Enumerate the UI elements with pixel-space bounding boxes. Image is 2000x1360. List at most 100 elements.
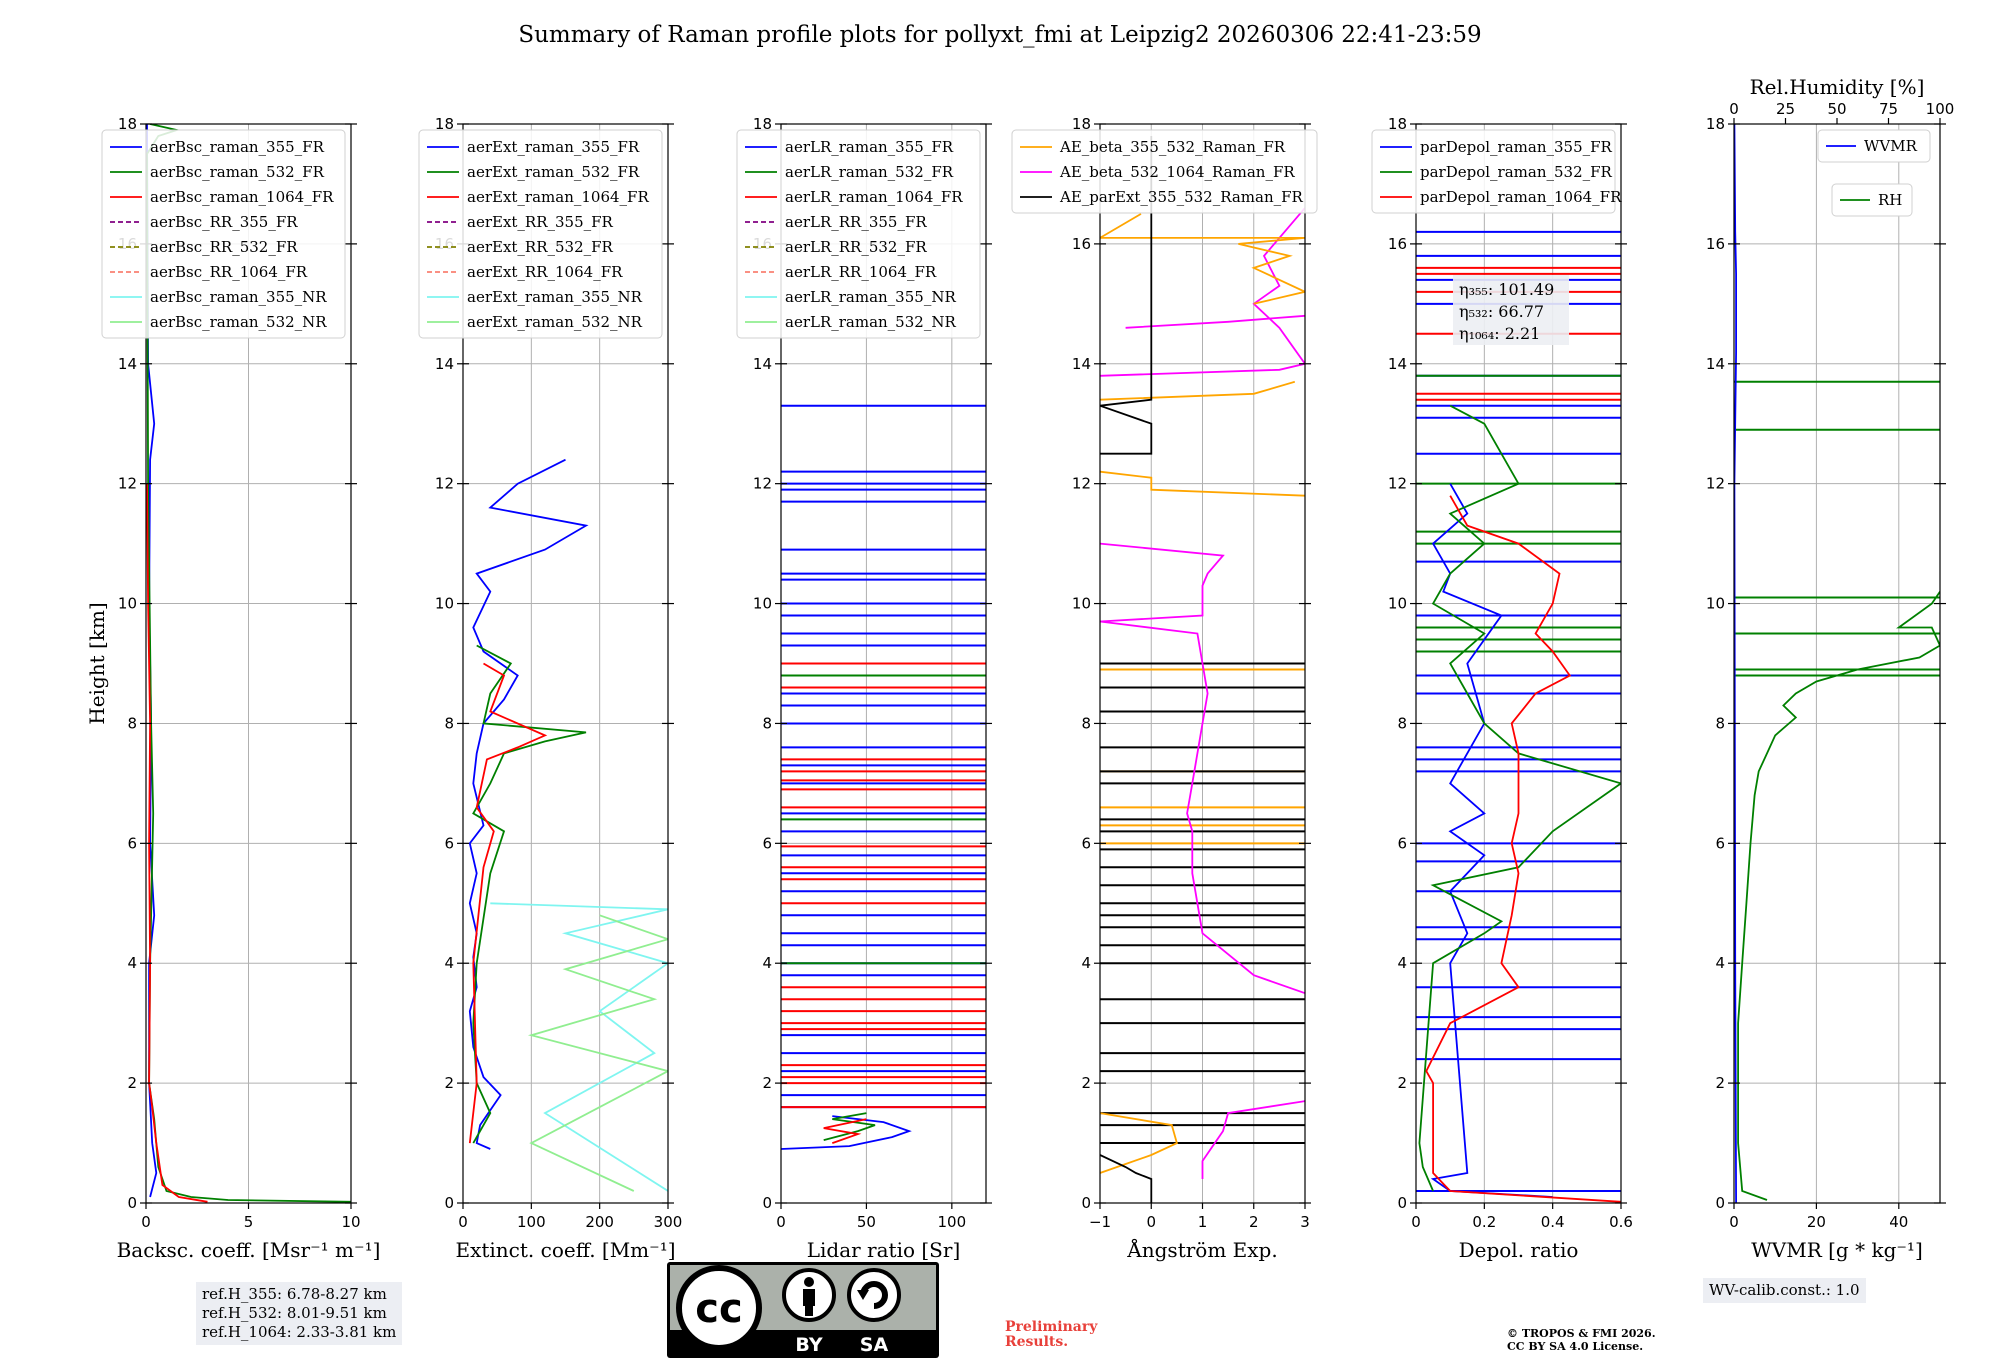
data-layer [1416,230,1621,1203]
x-tick-label: 0 [141,1213,151,1231]
badge-by-label: BY [795,1334,822,1356]
y-tick-label: 10 [1706,595,1725,613]
legend-entry: aerBsc_raman_1064_FR [150,188,334,206]
y-tick-label: 2 [762,1074,772,1092]
x-tick-label: 0 [1146,1213,1156,1231]
series-aerLR_raman_1064_FR [823,1118,867,1144]
legend-entry: parDepol_raman_1064_FR [1420,188,1622,206]
copyright-line-2: CC BY SA 4.0 License. [1507,1340,1644,1353]
legend-entry: aerExt_raman_1064_FR [467,188,649,206]
y-tick-label: 12 [753,475,772,493]
y-tick-label: 12 [118,475,137,493]
series-WVMR [1734,124,1737,1203]
y-tick-label: 0 [127,1194,137,1212]
y-tick-label: 14 [435,355,454,373]
panel-bsc: 0246810121416180510Backsc. coeff. [Msr⁻¹… [101,115,381,1262]
x2-axis-label: Rel.Humidity [%] [1750,75,1925,99]
legend-box [418,129,663,339]
series-AE_beta_532_1064_Raman_FR_c [1125,314,1305,329]
cc-by-sa-badge: cc BY SA [667,1262,939,1358]
x-tick-label: 0 [776,1213,786,1231]
legend-entry: aerExt_raman_355_FR [467,138,640,156]
y-tick-label: 8 [444,714,454,732]
x-tick-label: 0 [1411,1213,1421,1231]
series-aerExt_raman_1064_FR [468,662,548,1144]
y-tick-label: 2 [1397,1074,1407,1092]
preliminary-line-2: Results. [1005,1334,1069,1350]
series-aerExt_raman_355_NR [490,902,668,1192]
series-parDepol_raman_355_FR [1430,483,1553,1198]
data-layer [781,404,986,1150]
copyright-line-1: © TROPOS & FMI 2026. [1507,1327,1656,1340]
x-tick-label: 3 [1300,1213,1310,1231]
y-tick-label: 4 [762,954,772,972]
x2-tick-label: 100 [1926,100,1955,118]
x-tick-label: 0.2 [1472,1213,1496,1231]
y-tick-label: 6 [1397,834,1407,852]
y-tick-label: 14 [1388,355,1407,373]
x-tick-label: 10 [341,1213,360,1231]
series-AE_beta_355_532_Raman_FR_c [1100,213,1305,305]
panel-lr: 024681012141618050100Lidar ratio [Sr]aer… [736,115,992,1262]
x2-tick-label: 50 [1827,100,1846,118]
y-tick-label: 2 [1715,1074,1725,1092]
y-tick-label: 18 [435,115,454,133]
series-RH [1737,591,1940,1201]
y-tick-label: 4 [1715,954,1725,972]
legend-box [736,129,981,339]
x2-tick-label: 75 [1879,100,1898,118]
x-tick-label: 300 [654,1213,683,1231]
legend-entry: aerLR_raman_1064_FR [785,188,963,206]
preliminary-notice: Preliminary Results. [1005,1320,1097,1350]
legend-entry: aerLR_RR_532_FR [785,238,927,256]
legend-entry: aerExt_RR_532_FR [467,238,614,256]
y-tick-label: 14 [1706,355,1725,373]
series-AE_beta_532_1064_Raman_FR [1201,1100,1305,1179]
y-tick-label: 4 [1397,954,1407,972]
legend-entry: aerLR_raman_532_NR [785,313,956,331]
y-tick-label: 14 [753,355,772,373]
share-alike-icon [847,1268,901,1322]
legend-box [1371,129,1616,214]
y-tick-label: 10 [1388,595,1407,613]
y-tick-label: 0 [1715,1194,1725,1212]
legend-entry: aerExt_RR_355_FR [467,213,614,231]
y-tick-label: 18 [1706,115,1725,133]
y-tick-label: 6 [444,834,454,852]
y-tick-label: 8 [1715,714,1725,732]
y-tick-label: 6 [762,834,772,852]
x-tick-label: 0.6 [1609,1213,1633,1231]
y-tick-label: 2 [1081,1074,1091,1092]
panel-ext: 0246810121416180100200300Extinct. coeff.… [418,115,683,1262]
series-aerBsc_raman_1064_FR [146,483,208,1203]
y-tick-label: 0 [1081,1194,1091,1212]
x-axis-label: Backsc. coeff. [Msr⁻¹ m⁻¹] [117,1238,381,1262]
axes-frame [1733,123,1941,1204]
legend-entry: parDepol_raman_532_FR [1420,163,1613,181]
ref-height-1064: ref.H_1064: 2.33-3.81 km [202,1323,397,1341]
x-tick-label: 0 [458,1213,468,1231]
y-tick-label: 6 [127,834,137,852]
data-layer [468,458,668,1192]
x-tick-label: −1 [1089,1213,1111,1231]
x-axis-label: Ångström Exp. [1126,1237,1277,1262]
legend-entry: aerBsc_raman_355_NR [150,288,327,306]
eta-annotation: η₃₅₅: 101.49 η₅₃₂: 66.77 η₁₀₆₄: 2.21 [1453,275,1569,345]
x-axis-label: Depol. ratio [1459,1238,1579,1262]
legend-entry: aerLR_RR_1064_FR [785,263,937,281]
y-tick-label: 16 [1388,235,1407,253]
figure-title: Summary of Raman profile plots for polly… [518,22,1482,48]
legend-entry: aerBsc_raman_532_NR [150,313,327,331]
series-aerLR_raman_355_FR [781,1115,912,1150]
legend-entry: AE_parExt_355_532_Raman_FR [1059,188,1304,206]
cc-logo-icon [676,1265,762,1351]
cc-logo-text: cc [695,1286,742,1332]
legend-box [1817,129,1931,163]
legend-entry: AE_beta_355_532_Raman_FR [1059,138,1286,156]
legend-box [101,129,346,339]
legend-entry: aerLR_raman_355_NR [785,288,956,306]
x2-tick-label: 25 [1776,100,1795,118]
ref-height-355: ref.H_355: 6.78-8.27 km [202,1285,387,1303]
x-tick-label: 100 [517,1213,546,1231]
